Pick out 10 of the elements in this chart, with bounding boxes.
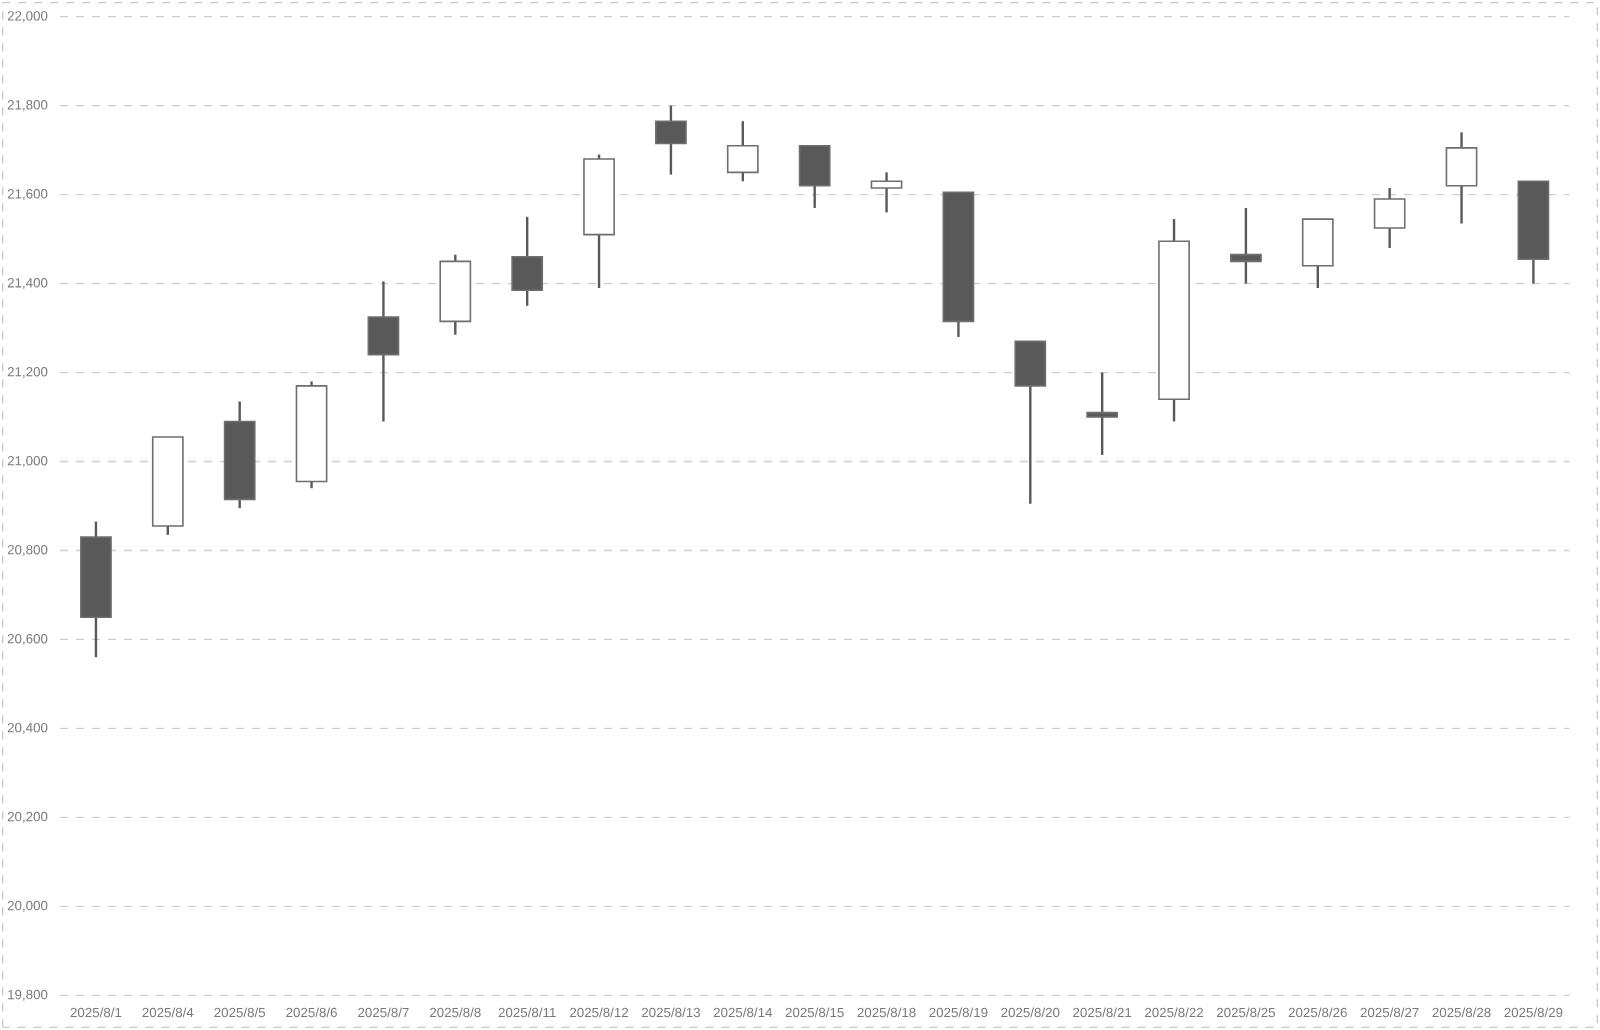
- candlestick: [223, 400, 256, 510]
- candlestick: [1373, 186, 1406, 250]
- candlestick: [1230, 206, 1262, 285]
- candlestick: [1158, 217, 1190, 423]
- candlestick: [439, 253, 472, 336]
- candlestick: [870, 171, 903, 214]
- candlestick: [1445, 131, 1478, 225]
- candlestick: [295, 380, 328, 490]
- candlestick: [1086, 371, 1119, 457]
- candlestick: [367, 280, 400, 423]
